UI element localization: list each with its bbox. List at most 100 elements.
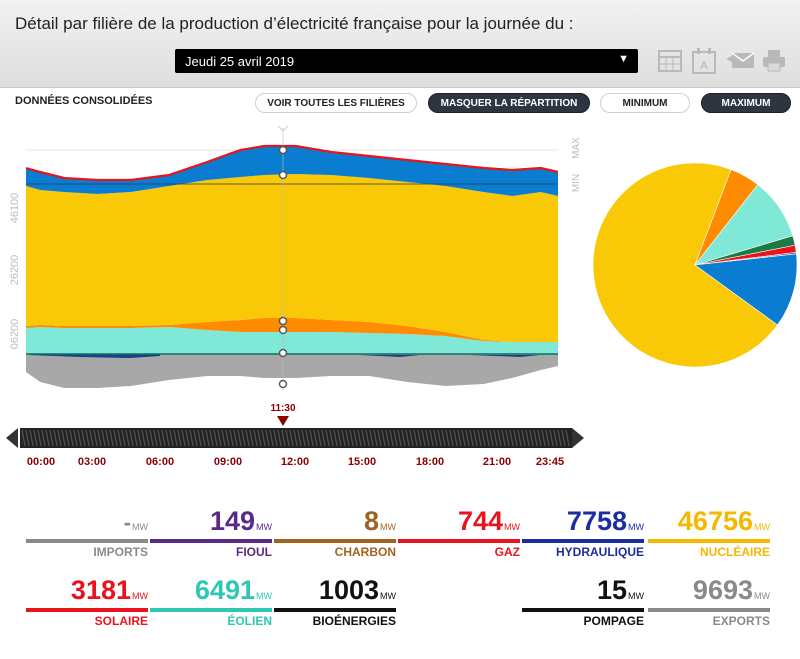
hatch-line <box>161 429 166 447</box>
stat-éolien: 6491MW ÉOLIEN <box>150 575 272 628</box>
hatch-line <box>397 429 402 447</box>
stat-gaz: 744MW GAZ <box>398 506 520 559</box>
show-all-button[interactable]: VOIR TOUTES LES FILIÈRES <box>255 93 417 113</box>
stat-pompage: 15MW POMPAGE <box>522 575 644 628</box>
hatch-line <box>437 429 442 447</box>
cursor-point <box>278 170 288 180</box>
hatch-line <box>385 429 390 447</box>
stat-imports: -MW IMPORTS <box>26 506 148 559</box>
cursor-points <box>278 145 288 389</box>
hatch-line <box>373 429 378 447</box>
stat-bar <box>522 608 644 612</box>
stat-unit: MW <box>256 522 272 532</box>
timeline-right-arrow[interactable] <box>572 428 584 448</box>
hatch-line <box>41 429 46 447</box>
hatch-line <box>49 429 54 447</box>
hatch-line <box>89 429 94 447</box>
stat-value: 149MW <box>210 506 272 537</box>
hatch-line <box>285 429 290 447</box>
hatch-line <box>121 429 126 447</box>
marker-arrow[interactable] <box>277 416 289 426</box>
hatch-line <box>145 429 150 447</box>
hatch-line <box>325 429 330 447</box>
timeline[interactable]: 11:30 00:00 03:00 06:00 09:00 12:00 15:00 18:0… <box>0 398 590 473</box>
stat-value: 1003MW <box>319 575 396 606</box>
hatch-line <box>105 429 110 447</box>
stat-value: 8MW <box>364 506 396 537</box>
hatch-line <box>413 429 418 447</box>
x-tick-label: 00:00 <box>27 456 55 468</box>
cursor-point <box>278 145 288 155</box>
hatch-line <box>497 429 502 447</box>
hatch-line <box>193 429 198 447</box>
hatch-line <box>25 429 30 447</box>
stat-label: SOLAIRE <box>94 614 148 628</box>
stat-value: 9693MW <box>693 575 770 606</box>
cursor-point <box>278 316 288 326</box>
hatch-line <box>205 429 210 447</box>
hatch-line <box>305 429 310 447</box>
stat-nucléaire: 46756MW NUCLÉAIRE <box>648 506 770 559</box>
hatch-line <box>253 429 258 447</box>
hatch-line <box>173 429 178 447</box>
hatch-line <box>289 429 294 447</box>
stat-bar <box>398 539 520 543</box>
hatch-line <box>329 429 334 447</box>
stat-number: - <box>123 510 131 535</box>
hatch-line <box>493 429 498 447</box>
hatch-line <box>33 429 38 447</box>
hatch-line <box>141 429 146 447</box>
hatch-line <box>109 429 114 447</box>
chevron-down-icon: ▼ <box>618 53 629 65</box>
hide-distribution-button[interactable]: MASQUER LA RÉPARTITION <box>428 93 590 113</box>
stat-number: 744 <box>457 506 503 536</box>
hatch-line <box>217 429 222 447</box>
hatch-line <box>213 429 218 447</box>
stat-unit: MW <box>132 522 148 532</box>
calendar-icon[interactable] <box>656 47 684 75</box>
hatch-line <box>169 429 174 447</box>
x-tick-label: 06:00 <box>146 456 174 468</box>
y-tick-label: 06200 <box>9 319 21 350</box>
calendar-a-icon[interactable]: A <box>690 47 718 75</box>
stat-number: 8 <box>363 506 379 536</box>
hatch-line <box>45 429 50 447</box>
pie-slice-nucléaire <box>592 162 778 368</box>
hatch-line <box>441 429 446 447</box>
hatch-line <box>553 429 558 447</box>
hatch-line <box>533 429 538 447</box>
y-axis-labels: 06200 26200 46100 <box>9 193 21 350</box>
stat-hydraulique: 7758MW HYDRAULIQUE <box>522 506 644 559</box>
hatch-line <box>273 429 278 447</box>
hatch-line <box>189 429 194 447</box>
hatch-line <box>409 429 414 447</box>
hatch-line <box>81 429 86 447</box>
stat-label: HYDRAULIQUE <box>555 545 644 559</box>
print-icon[interactable] <box>760 47 788 75</box>
stat-value: 7758MW <box>567 506 644 537</box>
area-eolien <box>26 327 558 354</box>
hatch-line <box>405 429 410 447</box>
hatch-line <box>237 429 242 447</box>
date-select[interactable]: Jeudi 25 avril 2019 ▼ <box>175 49 638 73</box>
stat-unit: MW <box>504 522 520 532</box>
hatch-line <box>133 429 138 447</box>
hatch-line <box>281 429 286 447</box>
timeline-left-arrow[interactable] <box>6 428 18 448</box>
hatch-line <box>381 429 386 447</box>
stat-bar <box>274 539 396 543</box>
production-area-chart[interactable]: 06200 26200 46100 MAX MIN <box>0 120 590 398</box>
minimum-button[interactable]: MINIMUM <box>600 93 690 113</box>
hatch-line <box>465 429 470 447</box>
hatch-line <box>113 429 118 447</box>
stat-bar <box>522 539 644 543</box>
y-side-labels: MAX MIN <box>571 137 582 192</box>
hatch-line <box>513 429 518 447</box>
stat-value: 744MW <box>458 506 520 537</box>
x-tick-label: 12:00 <box>281 456 309 468</box>
svg-text:A: A <box>700 59 708 72</box>
x-tick-label: 15:00 <box>348 456 376 468</box>
hatch-line <box>129 429 134 447</box>
maximum-button[interactable]: MAXIMUM <box>701 93 791 113</box>
email-icon[interactable] <box>726 47 755 75</box>
